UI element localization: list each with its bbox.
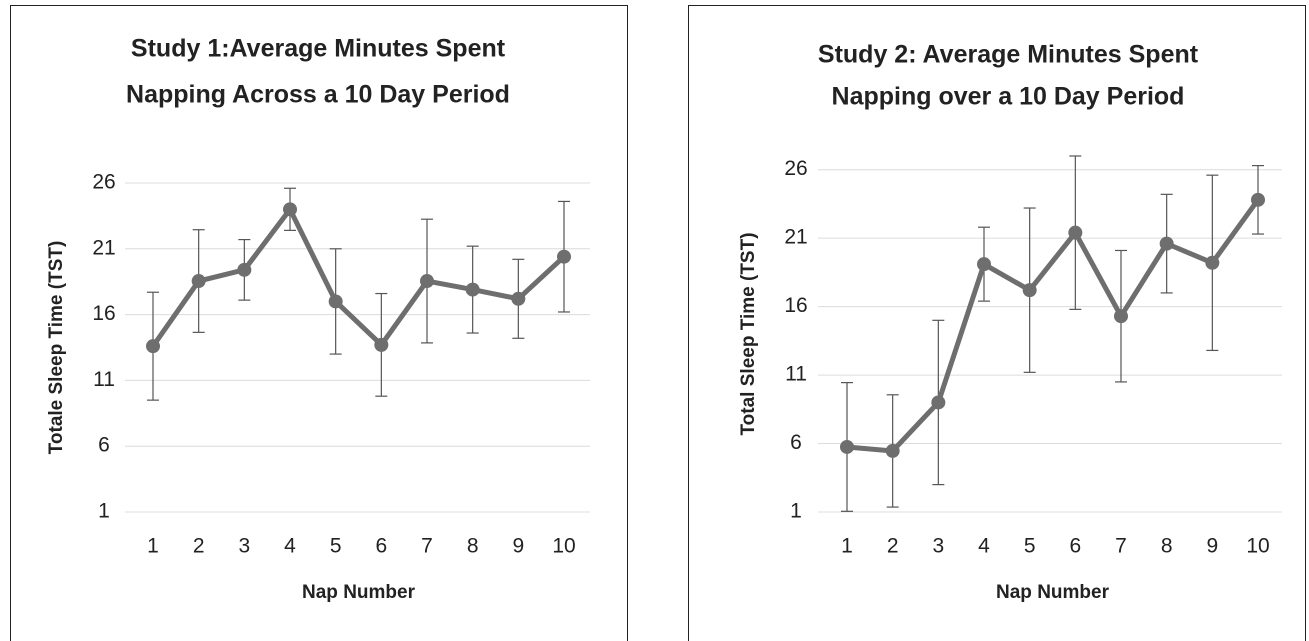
y-tick-label: 6	[790, 431, 802, 454]
marker	[374, 337, 389, 352]
marker	[1068, 225, 1083, 240]
x-tick-label: 9	[1206, 535, 1218, 558]
marker	[557, 249, 571, 264]
x-tick-label: 5	[330, 535, 342, 558]
marker	[511, 291, 526, 306]
y-axis-label: Total Sleep Time (TST)	[738, 232, 759, 435]
y-tick-label: 26	[784, 157, 807, 180]
y-tick-label: 16	[92, 302, 115, 325]
line	[150, 206, 566, 348]
x-tick-label: 10	[552, 535, 575, 558]
x-tick-label: 3	[238, 535, 250, 558]
marker	[885, 443, 900, 458]
marker	[237, 262, 252, 277]
x-tick-label: 8	[467, 535, 479, 558]
x-tick-label: 6	[1069, 535, 1081, 558]
chart-title: Napping over a 10 Day Period	[832, 83, 1185, 111]
x-tick-label: 7	[421, 535, 433, 558]
chart-title: Study 2: Average Minutes Spent	[818, 41, 1199, 69]
marker	[1114, 309, 1128, 324]
y-tick-label: 21	[92, 236, 115, 259]
marker	[191, 274, 206, 289]
marker	[931, 395, 946, 410]
marker	[420, 274, 434, 289]
marker	[283, 202, 297, 217]
y-tick-label: 16	[784, 294, 807, 317]
y-axis-label: Totale Sleep Time (TST)	[46, 241, 67, 455]
x-tick-label: 3	[932, 535, 944, 558]
marker	[1159, 236, 1174, 251]
x-axis-label: Nap Number	[302, 582, 416, 603]
y-tick-label: 6	[98, 434, 110, 457]
chart-title: Napping Across a 10 Day Period	[126, 81, 510, 109]
x-tick-label: 1	[841, 535, 853, 558]
marker	[328, 294, 343, 309]
x-tick-label: 4	[978, 535, 990, 558]
x-tick-label: 9	[512, 535, 524, 558]
x-tick-label: 2	[887, 535, 899, 558]
marker	[1022, 283, 1037, 298]
panel	[688, 5, 1306, 641]
y-tick-label: 26	[92, 171, 115, 194]
x-tick-label: 10	[1246, 535, 1269, 558]
marker	[465, 282, 480, 297]
y-tick-label: 11	[93, 368, 115, 391]
x-axis-label: Nap Number	[996, 582, 1110, 603]
x-tick-label: 7	[1115, 535, 1127, 558]
y-tick-label: 1	[790, 500, 802, 523]
marker	[840, 439, 854, 454]
marker	[1205, 255, 1220, 270]
x-tick-label: 1	[147, 535, 159, 558]
panel	[10, 5, 628, 641]
x-tick-label: 2	[193, 535, 205, 558]
y-tick-label: 11	[785, 363, 807, 386]
marker	[1251, 192, 1265, 207]
chart-title: Study 1:Average Minutes Spent	[131, 35, 506, 63]
x-tick-label: 5	[1024, 535, 1036, 558]
y-tick-label: 1	[98, 500, 110, 523]
marker	[146, 339, 160, 354]
x-tick-label: 4	[284, 535, 296, 558]
y-tick-label: 21	[784, 226, 807, 249]
x-tick-label: 6	[375, 535, 387, 558]
line	[846, 198, 1261, 454]
x-tick-label: 8	[1161, 535, 1173, 558]
marker	[977, 257, 991, 272]
